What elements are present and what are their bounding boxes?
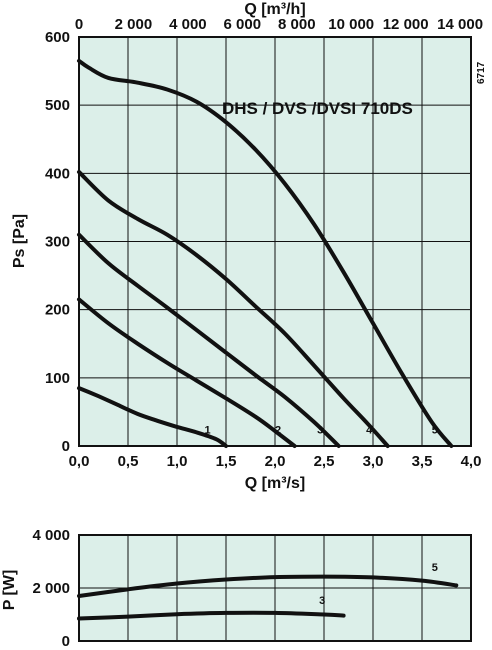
y-axis-label: Ps [Pa] <box>11 214 28 268</box>
x-tick-label: 3,0 <box>363 453 384 470</box>
x2-tick-label: 2 000 <box>115 16 153 33</box>
curve-label-2: 2 <box>275 425 281 437</box>
x-tick-label: 1,0 <box>167 453 188 470</box>
bottom-curves: 53 <box>77 562 459 621</box>
curve-label-5: 5 <box>432 425 438 437</box>
y-tick-label: 200 <box>45 302 70 319</box>
x-axis-label: Q [m³/s] <box>245 475 305 492</box>
y-tick-label: 100 <box>45 370 70 387</box>
x2-tick-label: 10 000 <box>328 16 374 33</box>
top-tick-labels: 0,0 0,5 1,0 1,5 2,0 2,5 3,0 3,5 4,0 0 100 200 300 400… <box>45 16 483 470</box>
x-tick-label: 1,5 <box>216 453 237 470</box>
y-tick-label: 0 <box>62 438 70 455</box>
top-plot-frame <box>78 36 472 447</box>
bottom-tick-labels: 0 2 000 4 000 <box>32 527 70 650</box>
curve-label-3: 3 <box>317 425 323 437</box>
x-tick-label: 0,5 <box>118 453 139 470</box>
x-tick-label: 4,0 <box>461 453 482 470</box>
fan-curve-5 <box>77 58 454 448</box>
x2-tick-label: 8 000 <box>278 16 316 33</box>
curve-label-1: 1 <box>204 425 210 437</box>
power-tick-label: 4 000 <box>32 527 70 544</box>
fan-curve-4 <box>77 170 390 448</box>
x2-tick-label: 4 000 <box>169 16 207 33</box>
y-tick-label: 600 <box>45 29 70 46</box>
power-tick-label: 2 000 <box>32 580 70 597</box>
fan-curve-2 <box>77 297 297 448</box>
chart-title: DHS / DVS /DVSI 710DS <box>222 99 413 118</box>
y-tick-label: 500 <box>45 97 70 114</box>
fan-curve-3 <box>77 232 341 448</box>
fan-curve-1 <box>77 386 228 448</box>
x-tick-label: 3,5 <box>412 453 433 470</box>
power-curve-5 <box>77 574 459 598</box>
power-curve-label-5: 5 <box>432 562 438 574</box>
power-curve-3 <box>77 610 346 621</box>
power-axis-label: P [W] <box>1 570 18 611</box>
y-tick-label: 400 <box>45 165 70 182</box>
curve-label-4: 4 <box>366 425 373 437</box>
x2-axis-label: Q [m³/h] <box>244 1 305 18</box>
x2-tick-label: 12 000 <box>383 16 429 33</box>
x2-tick-label: 6 000 <box>224 16 262 33</box>
y-tick-label: 300 <box>45 234 70 251</box>
x2-tick-label: 0 <box>75 16 83 33</box>
top-curves: 1 2 3 4 5 <box>77 58 454 448</box>
bottom-plot-frame <box>78 534 472 642</box>
x2-tick-label: 14 000 <box>437 16 483 33</box>
x-tick-label: 0,0 <box>69 453 90 470</box>
x-tick-label: 2,0 <box>265 453 286 470</box>
power-tick-label: 0 <box>62 633 70 650</box>
x-tick-label: 2,5 <box>314 453 335 470</box>
power-curve-label-3: 3 <box>319 595 325 607</box>
chart-code: 6717 <box>476 61 487 84</box>
